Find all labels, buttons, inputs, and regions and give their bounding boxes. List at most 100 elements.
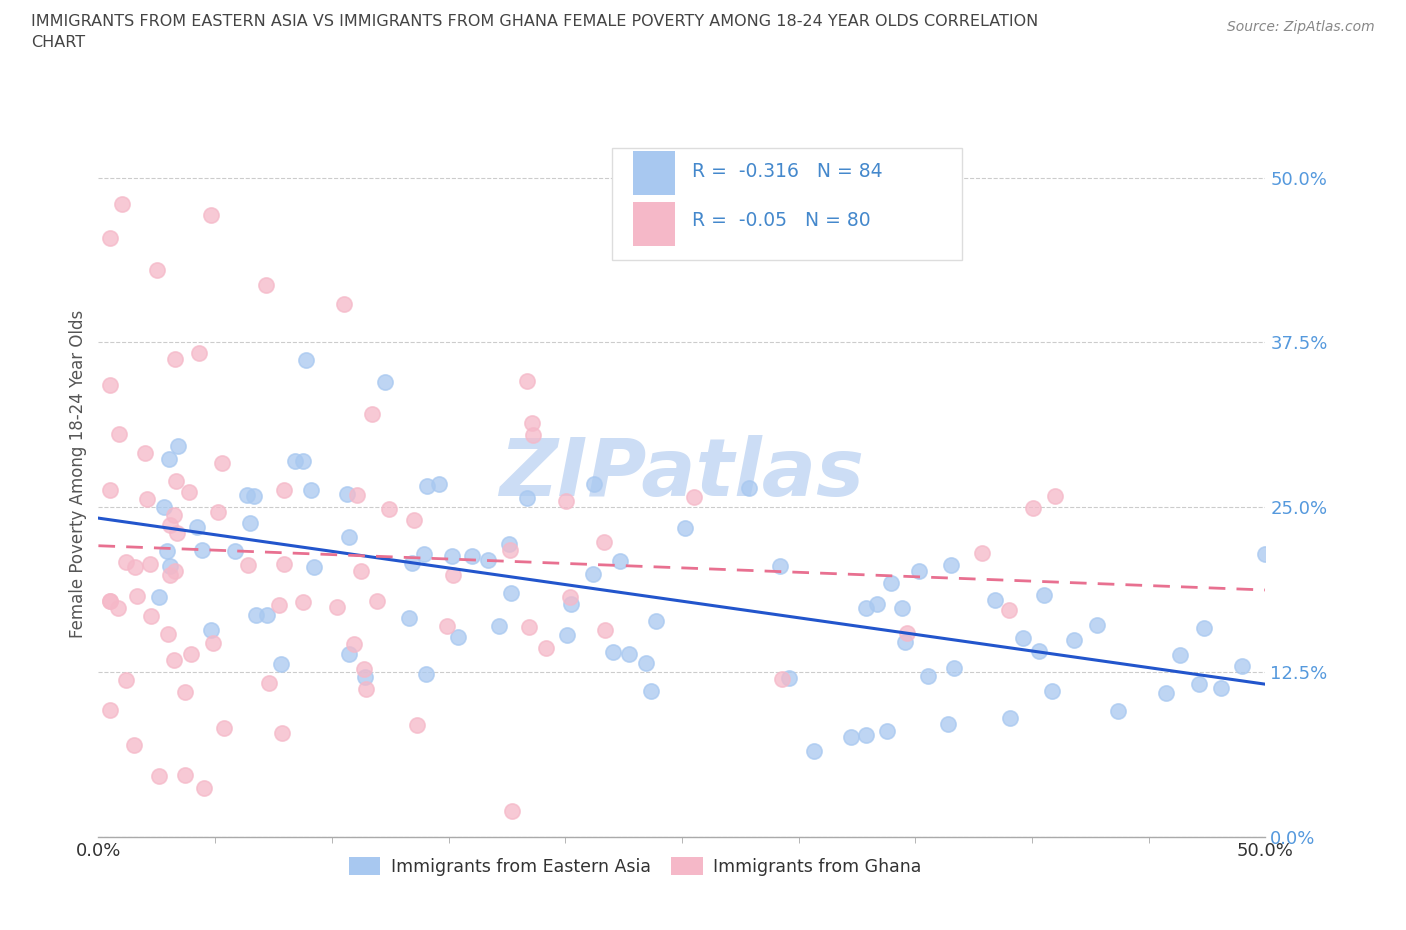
Point — [997, 603, 1019, 618]
Point — [180, 646, 202, 661]
Point — [645, 614, 668, 629]
Point — [211, 456, 233, 471]
Point — [516, 374, 538, 389]
Point — [1168, 647, 1191, 662]
Text: R =  -0.316   N = 84: R = -0.316 N = 84 — [692, 162, 883, 180]
Point — [936, 717, 959, 732]
Point — [738, 481, 761, 496]
Point — [166, 438, 188, 453]
Point — [602, 644, 624, 659]
Point — [239, 516, 262, 531]
Point — [325, 599, 347, 614]
Point — [880, 576, 903, 591]
Point — [299, 483, 322, 498]
Point — [98, 231, 121, 246]
Point — [146, 262, 169, 277]
Point — [970, 546, 993, 561]
Point — [98, 593, 121, 608]
Point — [803, 744, 825, 759]
Point — [522, 416, 544, 431]
Point — [770, 671, 793, 686]
Point — [353, 662, 375, 677]
Point — [1040, 684, 1063, 698]
Point — [461, 549, 484, 564]
Point — [855, 727, 877, 742]
Point — [302, 560, 325, 575]
FancyBboxPatch shape — [633, 152, 675, 195]
Point — [148, 768, 170, 783]
Point — [174, 685, 197, 700]
Point — [1254, 546, 1277, 561]
Point — [682, 489, 704, 504]
Point — [202, 636, 225, 651]
Point — [212, 721, 235, 736]
Point — [427, 476, 450, 491]
Point — [107, 601, 129, 616]
Point — [942, 661, 965, 676]
Point — [374, 374, 396, 389]
Text: IMMIGRANTS FROM EASTERN ASIA VS IMMIGRANTS FROM GHANA FEMALE POVERTY AMONG 18-24: IMMIGRANTS FROM EASTERN ASIA VS IMMIGRAN… — [31, 14, 1038, 29]
Point — [441, 567, 464, 582]
Point — [917, 669, 939, 684]
Point — [769, 559, 792, 574]
Point — [557, 628, 579, 643]
Point — [839, 730, 862, 745]
Point — [360, 406, 382, 421]
Point — [243, 488, 266, 503]
Point — [413, 547, 436, 562]
Point — [159, 517, 181, 532]
Point — [522, 427, 544, 442]
Point — [673, 521, 696, 536]
Point — [984, 593, 1007, 608]
FancyBboxPatch shape — [633, 203, 675, 246]
Point — [337, 529, 360, 544]
Point — [165, 473, 187, 488]
Point — [267, 597, 290, 612]
Point — [173, 767, 195, 782]
Point — [446, 630, 468, 644]
Point — [640, 684, 662, 698]
Point — [163, 508, 186, 523]
Point — [516, 490, 538, 505]
Point — [378, 501, 401, 516]
Point — [200, 623, 222, 638]
Point — [236, 487, 259, 502]
Point — [124, 560, 146, 575]
Point — [560, 590, 582, 604]
Point — [155, 543, 177, 558]
FancyBboxPatch shape — [612, 148, 962, 260]
Point — [415, 667, 437, 682]
Point — [441, 549, 464, 564]
Point — [1188, 676, 1211, 691]
Point — [501, 804, 523, 818]
Point — [865, 597, 887, 612]
Y-axis label: Female Poverty Among 18-24 Year Olds: Female Poverty Among 18-24 Year Olds — [69, 311, 87, 638]
Point — [415, 478, 437, 493]
Point — [159, 559, 181, 574]
Point — [350, 565, 373, 579]
Point — [346, 487, 368, 502]
Point — [163, 653, 186, 668]
Point — [136, 492, 159, 507]
Point — [555, 493, 578, 508]
Point — [257, 675, 280, 690]
Point — [1230, 658, 1253, 673]
Point — [477, 553, 499, 568]
Point — [534, 641, 557, 656]
Point — [108, 426, 131, 441]
Point — [98, 593, 121, 608]
Point — [501, 586, 523, 601]
Point — [488, 618, 510, 633]
Point — [291, 594, 314, 609]
Point — [179, 485, 201, 499]
Text: R =  -0.05   N = 80: R = -0.05 N = 80 — [692, 211, 872, 230]
Point — [245, 608, 267, 623]
Point — [141, 608, 163, 623]
Point — [560, 597, 582, 612]
Point — [115, 555, 138, 570]
Point — [354, 669, 377, 684]
Point — [193, 780, 215, 795]
Point — [582, 566, 605, 581]
Point — [111, 196, 134, 211]
Point — [855, 601, 877, 616]
